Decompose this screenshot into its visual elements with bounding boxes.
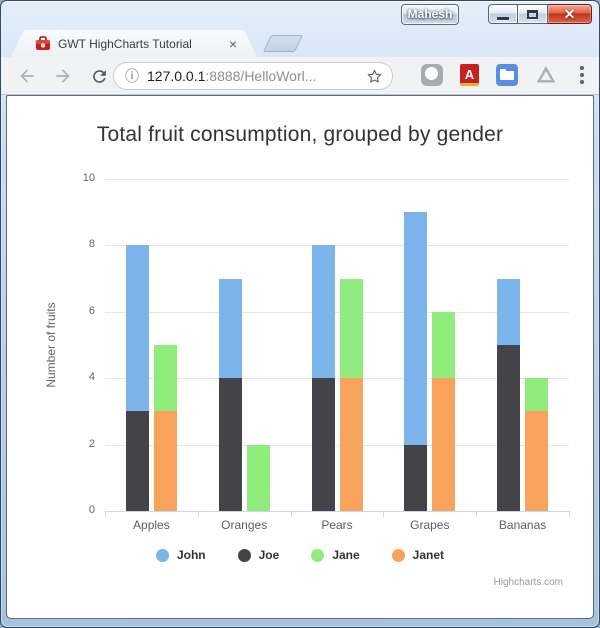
legend-label: Janet bbox=[412, 548, 445, 562]
legend-marker-icon bbox=[155, 548, 169, 562]
url-text: 127.0.0.1:8888/HelloWorl... bbox=[147, 68, 358, 84]
bar-janet-apples bbox=[153, 411, 177, 511]
yaxis-tick-label: 0 bbox=[88, 504, 95, 516]
bar-john-apples bbox=[125, 245, 149, 412]
minimize-icon bbox=[497, 17, 509, 20]
site-info-icon[interactable]: ⓘ bbox=[125, 68, 139, 84]
legend-marker-icon bbox=[237, 548, 251, 562]
bar-janet-grapes bbox=[432, 378, 456, 511]
bar-joe-bananas bbox=[497, 345, 521, 511]
yaxis-tick-label: 10 bbox=[82, 172, 95, 184]
legend-item-janet[interactable]: Janet bbox=[391, 548, 445, 562]
yaxis-tick-label: 8 bbox=[88, 238, 95, 251]
xaxis-tick bbox=[291, 511, 292, 517]
drive-triangle-icon[interactable] bbox=[535, 64, 557, 86]
bookmark-star-icon[interactable] bbox=[366, 68, 383, 85]
chart-title: Total fruit consumption, grouped by gend… bbox=[96, 123, 504, 146]
maximize-icon bbox=[527, 9, 538, 19]
gridline bbox=[105, 444, 569, 446]
xaxis-line bbox=[105, 511, 569, 512]
legend-item-joe[interactable]: Joe bbox=[237, 548, 280, 562]
menu-icon[interactable] bbox=[574, 66, 590, 84]
bar-john-grapes bbox=[404, 212, 428, 445]
bar-john-oranges bbox=[218, 278, 242, 379]
extension-files-icon[interactable] bbox=[496, 64, 518, 86]
bar-joe-pears bbox=[311, 378, 335, 511]
highcharts-credits[interactable]: Highcharts.com bbox=[493, 577, 563, 588]
xaxis-tick bbox=[198, 511, 199, 517]
legend-item-john[interactable]: John bbox=[155, 548, 206, 562]
refresh-button[interactable] bbox=[87, 64, 111, 88]
bar-john-pears bbox=[311, 245, 335, 379]
legend-label: John bbox=[176, 548, 206, 562]
xaxis-category-label: Bananas bbox=[498, 518, 547, 532]
refresh-icon bbox=[92, 69, 106, 83]
bar-janet-pears bbox=[339, 378, 363, 511]
bar-janet-bananas bbox=[525, 411, 549, 511]
tab-strip: GWT HighCharts Tutorial × bbox=[1, 29, 599, 57]
tab-title: GWT HighCharts Tutorial bbox=[58, 36, 192, 51]
xaxis-tick bbox=[569, 511, 570, 517]
bar-joe-grapes bbox=[404, 444, 428, 511]
bar-jane-grapes bbox=[432, 311, 456, 379]
extensions-area: A bbox=[421, 64, 590, 86]
browser-toolbar: ⓘ 127.0.0.1:8888/HelloWorl... A bbox=[1, 57, 599, 95]
legend-label: Joe bbox=[258, 548, 280, 562]
bar-jane-pears bbox=[339, 278, 363, 379]
legend-label: Jane bbox=[332, 548, 360, 562]
highcharts-container: Total fruit consumption, grouped by gend… bbox=[7, 96, 593, 618]
yaxis-tick-label: 4 bbox=[88, 371, 95, 384]
back-button[interactable] bbox=[15, 64, 39, 88]
legend-item-jane[interactable]: Jane bbox=[311, 548, 360, 562]
xaxis-tick bbox=[476, 511, 477, 517]
gridline bbox=[105, 245, 569, 247]
page-content: Total fruit consumption, grouped by gend… bbox=[6, 95, 594, 619]
bar-jane-bananas bbox=[525, 378, 549, 412]
gwt-favicon-icon bbox=[35, 36, 51, 51]
yaxis-title: Number of fruits bbox=[44, 302, 58, 388]
new-tab-button[interactable] bbox=[262, 35, 304, 52]
bar-joe-oranges bbox=[218, 378, 242, 511]
back-arrow-icon bbox=[20, 69, 34, 83]
window-controls: ✕ bbox=[488, 4, 592, 24]
extension-blob-icon[interactable] bbox=[421, 64, 443, 86]
legend-marker-icon bbox=[391, 548, 405, 562]
gridline bbox=[105, 179, 569, 180]
gridline bbox=[105, 311, 569, 313]
legend-marker-icon bbox=[311, 548, 325, 562]
address-bar[interactable]: ⓘ 127.0.0.1:8888/HelloWorl... bbox=[113, 62, 393, 90]
xaxis-category-label: Pears bbox=[321, 518, 353, 532]
forward-arrow-icon bbox=[56, 69, 70, 83]
bar-joe-apples bbox=[125, 411, 149, 511]
maximize-button[interactable] bbox=[518, 4, 548, 24]
minimize-button[interactable] bbox=[488, 4, 518, 24]
bar-john-bananas bbox=[497, 278, 521, 345]
extension-dictionary-icon[interactable]: A bbox=[460, 64, 479, 86]
window-titlebar[interactable]: Mahesh ✕ bbox=[1, 1, 599, 29]
close-icon: ✕ bbox=[563, 6, 576, 22]
chart-legend: John Joe Jane Janet bbox=[7, 548, 593, 562]
user-profile-button[interactable]: Mahesh bbox=[401, 4, 459, 25]
xaxis-tick bbox=[105, 511, 106, 517]
xaxis-category-label: Grapes bbox=[410, 518, 450, 532]
bar-jane-oranges bbox=[246, 444, 270, 511]
bar-jane-apples bbox=[153, 345, 177, 412]
yaxis-tick-label: 2 bbox=[88, 437, 95, 450]
xaxis-category-label: Apples bbox=[133, 518, 170, 532]
gridline bbox=[105, 378, 569, 380]
tab-close-icon[interactable]: × bbox=[228, 35, 237, 52]
xaxis-tick bbox=[383, 511, 384, 517]
close-button[interactable]: ✕ bbox=[548, 4, 592, 24]
yaxis-tick-label: 6 bbox=[88, 304, 95, 317]
tab-gwt-highcharts[interactable]: GWT HighCharts Tutorial × bbox=[11, 30, 257, 57]
url-path: :8888/HelloWorl... bbox=[205, 68, 317, 84]
forward-button[interactable] bbox=[51, 64, 75, 88]
xaxis-category-label: Oranges bbox=[221, 518, 268, 532]
url-host: 127.0.0.1 bbox=[147, 68, 206, 84]
